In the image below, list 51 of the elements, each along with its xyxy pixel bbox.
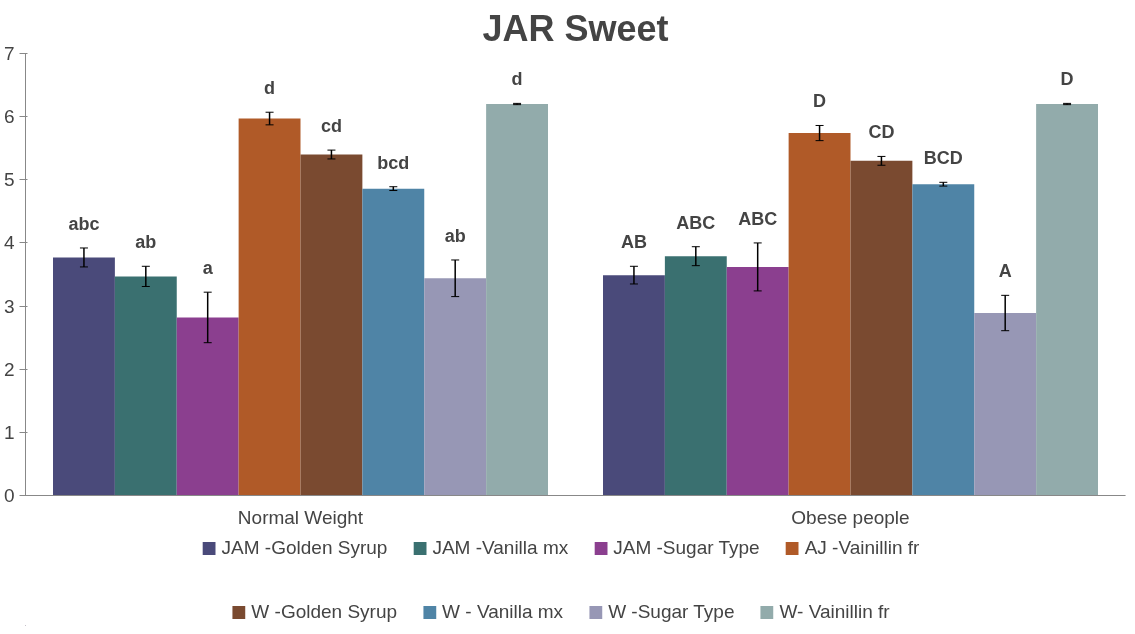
data-label: CD bbox=[868, 122, 895, 143]
legend-label: JAM -Golden Syrup bbox=[221, 537, 388, 559]
bar bbox=[726, 266, 789, 496]
bar bbox=[788, 133, 851, 496]
data-label: AB bbox=[620, 232, 647, 253]
y-tick-label: 7 bbox=[3, 43, 15, 64]
data-label: abc bbox=[68, 213, 100, 234]
bar bbox=[300, 154, 363, 496]
data-label: D bbox=[813, 91, 827, 112]
data-label: cd bbox=[320, 116, 342, 137]
data-label: ab bbox=[444, 225, 466, 246]
legend-label: W - Vanilla mx bbox=[442, 601, 564, 623]
y-tick-label: 1 bbox=[3, 421, 15, 443]
data-label: ab bbox=[135, 232, 157, 253]
bar bbox=[912, 184, 975, 496]
y-tick-label: 4 bbox=[3, 232, 15, 254]
y-tick-label: 2 bbox=[3, 358, 15, 380]
y-tick-label: 5 bbox=[3, 169, 15, 191]
bar bbox=[850, 160, 913, 496]
data-label: A bbox=[998, 261, 1012, 282]
bar bbox=[362, 188, 425, 496]
data-label: ABC bbox=[738, 208, 778, 229]
legend-label: W -Sugar Type bbox=[608, 601, 735, 623]
legend-label: JAM -Vanilla mx bbox=[432, 537, 569, 559]
x-tick-label: Obese people bbox=[791, 506, 910, 528]
bar bbox=[603, 275, 665, 496]
legend-label: JAM -Sugar Type bbox=[613, 537, 760, 559]
legend-label: W -Golden Syrup bbox=[251, 601, 398, 623]
y-tick-label: 6 bbox=[3, 106, 15, 128]
legend-label: AJ -Vainillin fr bbox=[804, 537, 920, 559]
y-tick-label: 0 bbox=[3, 485, 15, 506]
bar bbox=[238, 118, 301, 496]
data-label: D bbox=[1060, 69, 1074, 90]
bar bbox=[424, 278, 487, 496]
bar bbox=[974, 313, 1037, 496]
data-label: d bbox=[264, 78, 276, 99]
bar bbox=[176, 317, 239, 496]
data-label: BCD bbox=[923, 148, 963, 169]
data-label: ABC bbox=[676, 212, 716, 233]
chart-title: JAR Sweet bbox=[482, 7, 669, 49]
data-label: d bbox=[511, 69, 523, 90]
x-tick-label: Normal Weight bbox=[237, 506, 364, 528]
bar bbox=[114, 276, 177, 496]
data-label: bcd bbox=[377, 152, 410, 173]
bar bbox=[486, 104, 548, 496]
y-tick-label: 3 bbox=[3, 295, 15, 317]
bar bbox=[664, 256, 727, 496]
bar bbox=[53, 257, 115, 496]
bar bbox=[1036, 104, 1098, 496]
legend-label: W- Vainillin fr bbox=[779, 601, 890, 623]
data-label: a bbox=[202, 258, 214, 279]
